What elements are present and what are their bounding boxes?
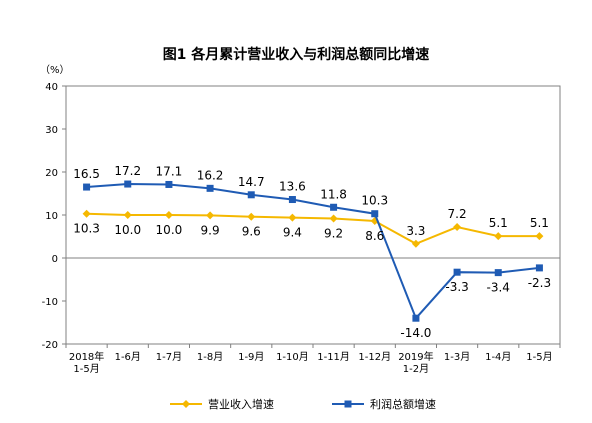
series-2-point (83, 183, 91, 191)
legend-label-1: 营业收入增速 (208, 397, 274, 411)
data-label: 9.4 (283, 226, 302, 240)
series-1-point (82, 209, 91, 218)
data-label: 3.3 (406, 224, 425, 238)
data-label: 7.2 (448, 207, 467, 221)
legend-marker-2 (344, 400, 352, 408)
y-tick-label: -10 (42, 297, 58, 308)
x-tick-label: 1-9月 (238, 351, 264, 363)
x-tick-label: 1-3月 (444, 351, 470, 363)
data-label: 10.0 (114, 223, 141, 237)
series-1-point (288, 213, 297, 222)
legend-label-2: 利润总额增速 (370, 397, 436, 411)
x-tick-label: 1-5月 (73, 363, 99, 375)
data-label: 13.6 (279, 180, 306, 194)
y-tick-label: 10 (45, 211, 58, 222)
y-tick-label: 20 (45, 168, 58, 179)
series-2-point (206, 184, 214, 192)
data-label: 5.1 (530, 216, 549, 230)
x-tick-label: 2018年 (69, 350, 104, 363)
series-1-point (535, 232, 544, 241)
data-label: -14.0 (400, 326, 431, 340)
x-tick-label: 1-12月 (358, 351, 391, 363)
data-label: 10.3 (73, 222, 100, 236)
x-tick-label: 1-8月 (197, 351, 223, 363)
series-2-point (330, 203, 338, 211)
series-2-point (371, 210, 379, 218)
series-1-point (411, 239, 420, 248)
series-layer (82, 180, 544, 322)
series-2-point (247, 191, 255, 199)
data-label: 16.5 (73, 167, 100, 181)
series-2-point (453, 268, 461, 276)
data-label: 8.6 (365, 229, 384, 243)
data-label: 11.8 (320, 187, 347, 201)
x-tick-label: 1-7月 (156, 351, 182, 363)
data-label: 10.3 (361, 194, 388, 208)
data-label: 10.0 (156, 223, 183, 237)
data-label: 17.1 (156, 164, 183, 178)
x-tick-label: 1-5月 (526, 351, 552, 363)
data-label: 14.7 (238, 175, 265, 189)
series-line-2 (86, 183, 540, 321)
data-label: 9.6 (242, 225, 261, 239)
series-line-1 (86, 212, 540, 245)
series-2-point (494, 269, 502, 277)
data-label: 9.2 (324, 226, 343, 240)
series-2-point (535, 264, 543, 272)
y-tick-label: 30 (45, 125, 58, 136)
y-axis-unit-label: （%） (40, 64, 70, 76)
legend: 营业收入增速 利润总额增速 (170, 397, 436, 411)
legend-marker-1 (182, 400, 190, 408)
data-labels: 10.3 10.0 10.0 9.9 9.6 9.4 9.2 8.6 3.3 7.2 5.1 5.1 1… (73, 164, 551, 340)
x-tick-label: 1-4月 (485, 351, 511, 363)
series-1-point (123, 211, 132, 219)
series-1-point (247, 212, 256, 221)
data-label: -2.3 (528, 276, 551, 290)
x-tick-label: 1-10月 (276, 351, 309, 363)
series-1-point (453, 223, 462, 232)
series-2-point (165, 180, 173, 188)
chart-title: 图1 各月累计营业收入与利润总额同比增速 (162, 47, 430, 63)
series-2-point (124, 180, 132, 188)
data-label: -3.3 (445, 280, 468, 294)
data-label: 16.2 (197, 168, 224, 182)
series-1-point (494, 232, 503, 241)
x-tick-label: 2019年 (398, 350, 433, 363)
x-tick-label: 1-11月 (317, 351, 350, 363)
x-tick-label: 1-6月 (115, 351, 141, 363)
series-1-point (206, 211, 215, 220)
x-tick-label: 1-2月 (403, 363, 429, 375)
series-1-point (164, 211, 173, 219)
y-tick-label: 40 (45, 82, 58, 93)
data-label: 5.1 (489, 216, 508, 230)
y-tick-label: -20 (42, 340, 58, 351)
series-1-point (329, 214, 338, 223)
series-2-point (288, 196, 296, 204)
data-label: -3.4 (487, 281, 510, 295)
data-label: 17.2 (114, 164, 141, 178)
series-2-point (412, 314, 420, 322)
data-label: 9.9 (201, 223, 220, 237)
y-tick-label: 0 (52, 254, 58, 265)
